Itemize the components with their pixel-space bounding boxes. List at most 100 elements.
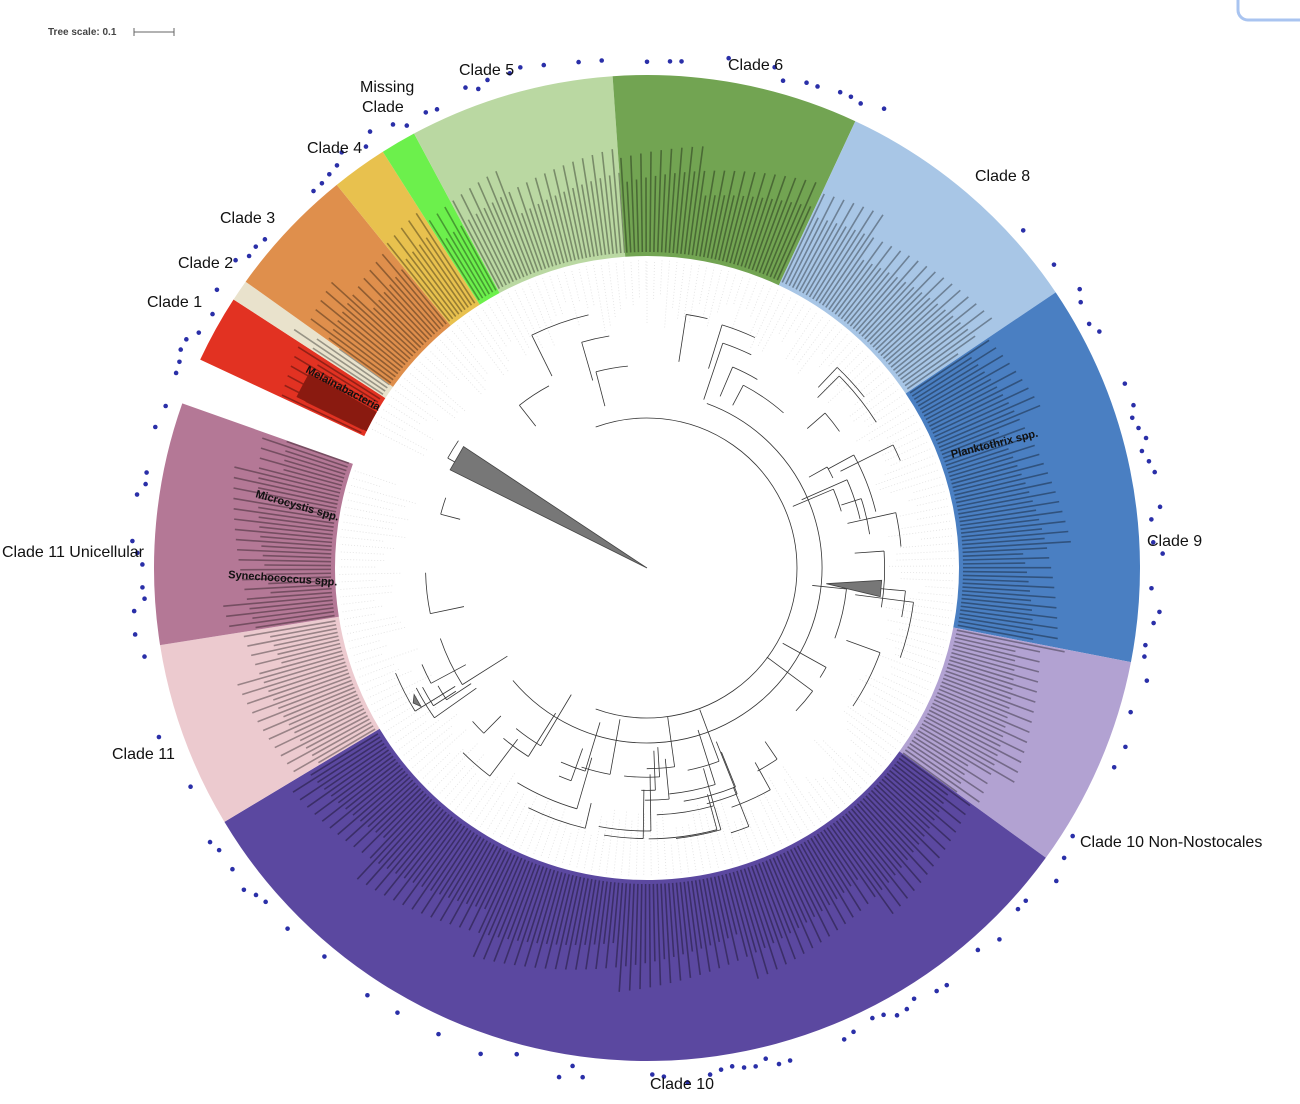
leaf-branch <box>761 295 792 352</box>
leaf-label-texture <box>234 518 334 532</box>
leaf-label-texture <box>840 267 882 320</box>
leaf-label-texture <box>886 772 957 833</box>
leaf-label-texture <box>383 813 450 896</box>
leaf-branch <box>763 794 790 842</box>
leaf-label-texture <box>892 303 977 371</box>
leaf-label-texture <box>668 173 676 253</box>
leaf-branch <box>554 822 568 863</box>
leaf-label-texture <box>555 875 574 945</box>
leaf-branch <box>526 798 550 852</box>
leaf-branch <box>887 427 922 446</box>
leaf-label-texture <box>261 545 332 551</box>
marker-dot <box>679 59 684 64</box>
marker-dot <box>1143 435 1149 441</box>
branch <box>766 656 813 692</box>
leaf-label-texture <box>293 328 386 392</box>
leaf-label-texture <box>942 677 1034 713</box>
marker-dot <box>837 89 843 95</box>
leaf-label-texture <box>458 847 502 928</box>
leaf-label-texture <box>545 873 567 945</box>
leaf-label-texture <box>411 251 460 315</box>
leaf-label-texture <box>835 820 902 907</box>
leaf-branch <box>785 311 818 360</box>
leaf-label-texture <box>956 629 1065 653</box>
branch <box>827 454 854 470</box>
branch <box>421 664 432 684</box>
branch <box>430 606 465 615</box>
leaf-branch <box>796 319 831 365</box>
leaf-label-texture <box>534 872 563 968</box>
leaf-label-texture <box>952 648 1040 673</box>
marker-dot <box>367 129 373 134</box>
leaf-branch <box>823 349 865 391</box>
leaf-label-texture <box>415 212 476 304</box>
leaf-branch <box>849 365 880 393</box>
branch <box>581 766 611 775</box>
leaf-label-texture <box>789 849 823 912</box>
leaf-branch <box>339 585 393 590</box>
leaf-branch <box>797 324 837 374</box>
leaf-label-texture <box>274 704 363 749</box>
marker-dot <box>1150 540 1156 545</box>
branch <box>560 761 586 772</box>
branch <box>653 750 656 791</box>
leaf-branch <box>381 699 424 726</box>
leaf-label-texture <box>672 147 683 254</box>
leaf-label-texture <box>909 742 984 794</box>
marker-dot <box>1097 329 1102 334</box>
marker-dot <box>556 1074 562 1080</box>
leaf-branch <box>542 278 557 316</box>
leaf-label-texture <box>313 373 375 410</box>
marker-dot <box>1146 459 1152 464</box>
leaf-branch <box>782 766 822 823</box>
clade-label: Clade 1 <box>147 294 202 311</box>
leaf-label-texture <box>374 809 444 891</box>
leaf-label-texture <box>262 554 332 559</box>
clade-sector <box>382 133 500 305</box>
leaf-branch <box>563 271 580 326</box>
branch <box>433 690 457 707</box>
leaf-label-texture <box>359 776 411 822</box>
leaf-branch <box>535 280 553 324</box>
leaf-label-texture <box>925 370 1017 421</box>
leaf-branch <box>822 777 846 805</box>
leaf-branch <box>696 804 712 870</box>
marker-dot <box>184 337 189 342</box>
marker-dot <box>661 1074 667 1079</box>
leaf-branch <box>836 354 870 386</box>
branch <box>462 752 491 777</box>
leaf-label-texture <box>958 500 1060 519</box>
branch <box>430 664 467 684</box>
marker-dot <box>741 1065 747 1070</box>
leaf-label-texture <box>698 879 712 946</box>
leaf-branch <box>913 483 944 493</box>
leaf-branch <box>815 778 840 809</box>
leaf-label-texture <box>710 195 726 259</box>
leaf-branch <box>822 740 868 784</box>
leaf-label-texture <box>683 881 694 952</box>
marker-dot <box>975 947 981 953</box>
leaf-branch <box>843 710 897 750</box>
leaf-branch <box>750 286 772 334</box>
leaf-label-texture <box>850 808 903 869</box>
leaf-branch <box>439 339 486 390</box>
leaf-branch <box>342 605 383 613</box>
leaf-label-texture <box>691 880 703 949</box>
branch <box>483 715 502 734</box>
branch <box>584 722 601 772</box>
leaf-label-texture <box>233 476 339 502</box>
corner-button[interactable] <box>1236 0 1300 22</box>
leaf-label-texture <box>345 779 414 842</box>
leaf-label-texture <box>706 878 721 943</box>
leaf-label-texture <box>581 184 595 257</box>
leaf-label-texture <box>904 335 976 387</box>
leaf-label-texture <box>676 172 686 254</box>
leaf-label-texture <box>255 614 335 629</box>
leaf-label-texture <box>747 198 774 270</box>
leaf-label-texture <box>317 364 379 403</box>
leaf-label-texture <box>954 640 1040 663</box>
marker-dot <box>210 311 215 317</box>
leaf-label-texture <box>925 716 998 757</box>
marker-dot <box>463 85 468 90</box>
branch <box>581 335 610 343</box>
